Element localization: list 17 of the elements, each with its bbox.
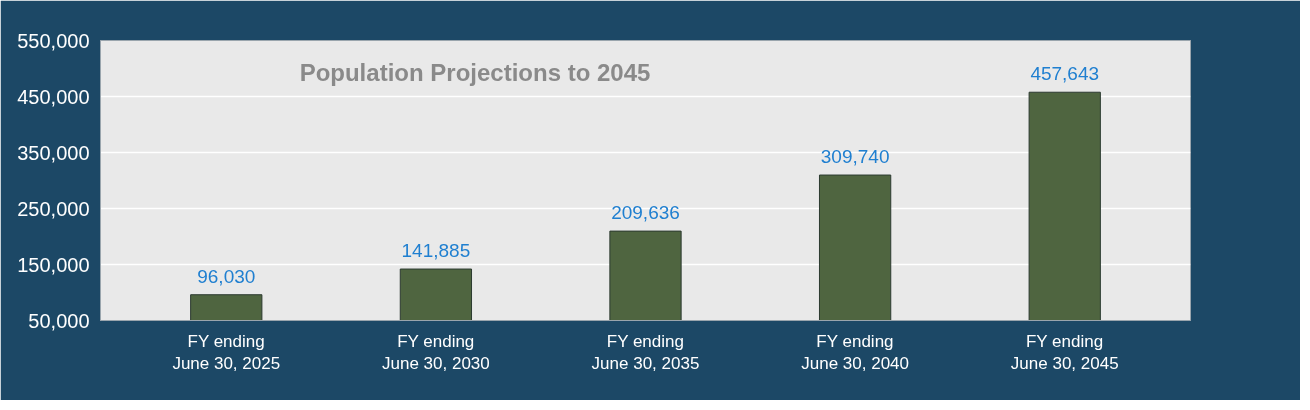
x-tick-label: FY ending June 30, 2035: [591, 331, 700, 374]
y-tick-label: 550,000: [17, 29, 90, 52]
y-tick-label: 50,000: [28, 309, 90, 332]
x-tick-label: FY ending June 30, 2030: [382, 331, 490, 374]
y-tick-label: 450,000: [17, 85, 90, 108]
data-label: 141,885: [401, 240, 471, 262]
x-tick-label: FY ending June 30, 2025: [172, 331, 281, 374]
x-tick-label: FY ending June 30, 2040: [801, 331, 909, 374]
data-label: 309,740: [820, 146, 890, 168]
y-tick-label: 250,000: [17, 197, 90, 220]
y-tick-label: 350,000: [17, 141, 90, 164]
x-tick-label: FY ending June 30, 2045: [1010, 331, 1119, 374]
y-tick-label: 150,000: [17, 253, 90, 276]
text: Population Projections to 2045: [299, 58, 651, 86]
data-label: 209,636: [611, 202, 680, 224]
data-label: 96,030: [197, 265, 256, 287]
data-label: 457,643: [1030, 63, 1100, 85]
